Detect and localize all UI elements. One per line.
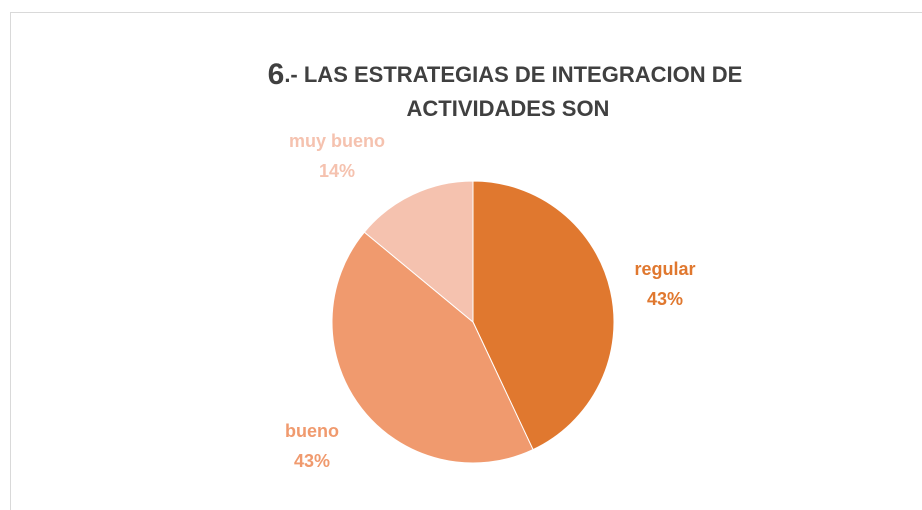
pie-slice: [472, 180, 615, 451]
slice-category-label: bueno: [285, 421, 339, 441]
slice-value-label: 14%: [319, 161, 355, 181]
pie-slice: [331, 231, 534, 464]
chart-title: 6.- LAS ESTRATEGIAS DE INTEGRACION DE AC…: [268, 58, 749, 121]
slice-value-label: 43%: [647, 289, 683, 309]
slice-value-label: 43%: [294, 451, 330, 471]
slice-category-label: regular: [634, 259, 695, 279]
slice-category-label: muy bueno: [289, 131, 385, 151]
pie-slice: [363, 180, 474, 324]
